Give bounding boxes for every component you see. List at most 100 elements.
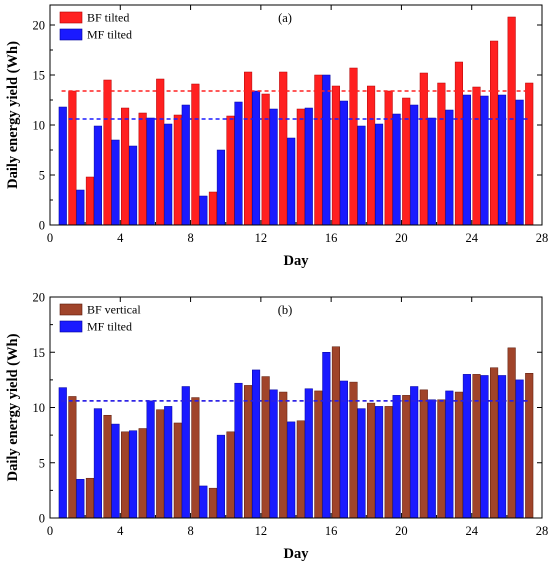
x-tick-label: 8	[187, 524, 193, 538]
legend-label: MF tilted	[87, 28, 132, 42]
bar-bf-vertical-day-20	[402, 395, 411, 519]
x-tick-label: 0	[47, 231, 53, 245]
x-tick-label: 0	[47, 524, 53, 538]
x-axis-label: Day	[284, 253, 310, 269]
y-axis-label: Daily energy yield (Wh)	[5, 333, 21, 481]
bar-mf-tilted-day-18	[357, 408, 366, 519]
panel-label: (a)	[278, 11, 292, 25]
bar-mf-tilted-day-18	[357, 125, 366, 226]
bar-mf-tilted-day-1	[58, 387, 67, 519]
bar-bf-vertical-day-7	[173, 422, 182, 519]
bar-bf-tilted-day-6	[156, 78, 165, 226]
bar-bf-tilted-day-16	[331, 85, 340, 226]
bar-bf-vertical-day-23	[454, 391, 463, 519]
bar-mf-tilted-day-7	[164, 406, 173, 519]
bar-mf-tilted-day-11	[234, 101, 243, 226]
bar-bf-tilted-day-11	[244, 71, 253, 226]
y-tick-label: 0	[39, 219, 45, 233]
bar-mf-tilted-day-6	[146, 400, 155, 519]
bar-bf-tilted-day-9	[208, 191, 217, 226]
bar-mf-tilted-day-13	[269, 108, 278, 226]
bar-mf-tilted-day-11	[234, 382, 243, 519]
bar-mf-tilted-day-10	[216, 149, 225, 226]
chart-panel-b: 0 4 8 12 16 20 24 28 0 5 10 15 20 Day Daily energy yie…	[5, 291, 548, 563]
bar-bf-vertical-day-14	[296, 420, 305, 519]
bar-mf-tilted-day-19	[375, 406, 384, 519]
bar-bf-tilted-day-8	[191, 83, 200, 226]
bar-mf-tilted-day-20	[392, 395, 401, 519]
bar-mf-tilted-day-16	[322, 74, 331, 226]
bar-bf-tilted-day-14	[296, 108, 305, 226]
bar-mf-tilted-day-15	[304, 388, 313, 519]
bar-bf-tilted-day-3	[103, 79, 112, 226]
bar-bf-vertical-day-13	[279, 391, 288, 519]
y-tick-label: 20	[33, 19, 46, 33]
bar-bf-tilted-day-1	[68, 90, 77, 226]
bar-mf-tilted-day-9	[199, 485, 208, 519]
legend-swatch	[59, 303, 83, 316]
bar-bf-vertical-day-5	[138, 428, 147, 519]
bar-bf-tilted-day-18	[367, 85, 376, 226]
legend-swatch	[59, 320, 83, 333]
bar-bf-vertical-day-16	[331, 346, 340, 519]
bar-mf-tilted-day-8	[181, 386, 190, 519]
bar-bf-tilted-day-10	[226, 115, 235, 226]
bar-bf-tilted-day-25	[490, 40, 499, 226]
bar-mf-tilted-day-26	[498, 94, 507, 226]
bar-mf-tilted-day-12	[252, 369, 261, 519]
bar-bf-tilted-day-21	[419, 72, 428, 226]
x-tick-label: 28	[536, 231, 549, 245]
bar-mf-tilted-day-5	[129, 145, 138, 226]
chart-panel-a: 0 4 8 12 16 20 24 28 0 5 10 15 20 Day Daily energy yie…	[5, 4, 549, 269]
bar-mf-tilted-day-3	[93, 125, 102, 226]
bar-mf-tilted-day-9	[199, 195, 208, 226]
panel-label: (b)	[278, 303, 293, 317]
bar-bf-tilted-day-19	[384, 90, 393, 226]
y-tick-label: 10	[33, 401, 46, 415]
bar-bf-vertical-day-26	[507, 347, 516, 519]
bar-bf-tilted-day-27	[525, 82, 534, 226]
bar-bf-vertical-day-24	[472, 374, 481, 519]
bar-bf-tilted-day-13	[279, 71, 288, 226]
x-tick-label: 4	[117, 231, 124, 245]
legend-label: MF tilted	[87, 320, 132, 334]
bar-mf-tilted-day-8	[181, 104, 190, 226]
bar-mf-tilted-day-5	[129, 430, 138, 519]
bar-mf-tilted-day-23	[445, 390, 454, 519]
x-tick-label: 24	[465, 231, 478, 245]
x-tick-label: 20	[395, 524, 408, 538]
bar-bf-tilted-day-7	[173, 114, 182, 226]
legend: BF vertical MF tilted	[59, 303, 141, 334]
bar-bf-vertical-day-10	[226, 431, 235, 519]
bar-mf-tilted-day-12	[252, 90, 261, 226]
bar-mf-tilted-day-22	[427, 117, 436, 226]
bar-bf-tilted-day-12	[261, 93, 270, 226]
bar-bf-tilted-day-20	[402, 97, 411, 226]
bar-bf-tilted-day-23	[454, 61, 463, 226]
y-tick-label: 0	[39, 512, 45, 526]
x-tick-label: 8	[187, 231, 193, 245]
y-tick-label: 20	[33, 291, 46, 305]
x-tick-label: 16	[325, 231, 338, 245]
y-axis-label: Daily energy yield (Wh)	[5, 41, 21, 189]
bar-bf-vertical-day-25	[490, 367, 499, 519]
bar-mf-tilted-day-1	[58, 106, 67, 226]
x-tick-label: 20	[395, 231, 408, 245]
bar-mf-tilted-day-14	[287, 137, 296, 226]
y-tick-label: 15	[33, 69, 46, 83]
x-axis-label: Day	[284, 546, 310, 562]
bar-bf-vertical-day-3	[103, 414, 112, 519]
legend-label: BF tilted	[87, 11, 129, 25]
bar-bf-vertical-day-15	[314, 390, 323, 519]
bar-bf-vertical-day-17	[349, 381, 358, 519]
bar-mf-tilted-day-16	[322, 352, 331, 519]
bar-mf-tilted-day-13	[269, 389, 278, 519]
bar-bf-tilted-day-2	[85, 176, 94, 226]
bar-mf-tilted-day-24	[462, 374, 471, 519]
bar-mf-tilted-day-19	[375, 123, 384, 226]
x-tick-label: 12	[255, 231, 268, 245]
bar-mf-tilted-day-2	[76, 479, 85, 519]
x-tick-label: 28	[536, 524, 549, 538]
bar-bf-vertical-day-6	[156, 409, 165, 519]
